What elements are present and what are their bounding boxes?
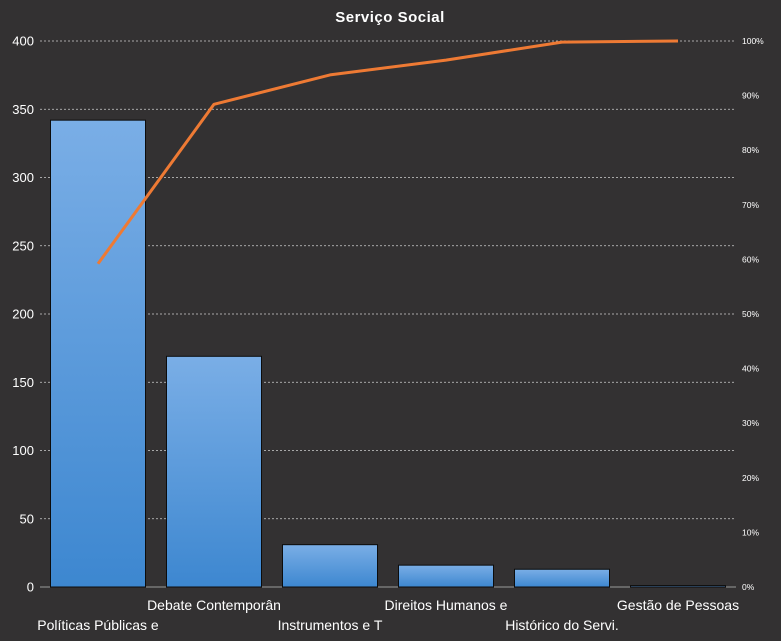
bar: [166, 355, 262, 588]
y2-tick-label: 10%: [742, 527, 759, 537]
y2-tick-label: 0%: [742, 582, 755, 592]
cumulative-percent-line: [96, 39, 679, 265]
y-tick-label: 350: [12, 102, 34, 117]
category-labels: Políticas Públicas e Debate Contemporân In…: [37, 597, 739, 633]
y-tick-label: 200: [12, 307, 34, 322]
category-label: Debate Contemporân: [147, 597, 281, 613]
y-axis-ticks: 0 50 100 150 200 250 300 350 400: [12, 34, 34, 595]
chart-title: Serviço Social: [335, 9, 445, 26]
y2-tick-label: 20%: [742, 473, 759, 483]
y2-tick-label: 50%: [742, 309, 759, 319]
y-tick-label: 400: [12, 34, 34, 49]
category-label: Gestão de Pessoas: [617, 597, 739, 613]
gridlines: [40, 40, 736, 588]
y2-tick-label: 40%: [742, 364, 759, 374]
bar: [50, 119, 146, 588]
y2-tick-label: 70%: [742, 200, 759, 210]
cumulative-line: [96, 39, 679, 265]
y2-tick-label: 60%: [742, 254, 759, 264]
bars: [50, 119, 726, 588]
category-label: Histórico do Servi.: [505, 617, 619, 633]
bar: [282, 544, 378, 588]
y2-axis-ticks: 0% 10% 20% 30% 40% 50% 60% 70% 80% 90% 100%: [742, 36, 764, 592]
y2-tick-label: 90%: [742, 91, 759, 101]
y-tick-label: 100: [12, 443, 34, 458]
y2-tick-label: 100%: [742, 36, 764, 46]
y-tick-label: 300: [12, 170, 34, 185]
category-label: Políticas Públicas e: [37, 617, 159, 633]
y-tick-label: 0: [27, 580, 34, 595]
bar: [514, 568, 610, 588]
y2-tick-label: 30%: [742, 418, 759, 428]
y2-tick-label: 80%: [742, 145, 759, 155]
y-tick-label: 50: [20, 511, 34, 526]
bar: [398, 564, 494, 588]
y-tick-label: 250: [12, 238, 34, 253]
category-label: Direitos Humanos e: [385, 597, 508, 613]
bar: [630, 585, 726, 588]
y-tick-label: 150: [12, 375, 34, 390]
category-label: Instrumentos e T: [278, 617, 383, 633]
